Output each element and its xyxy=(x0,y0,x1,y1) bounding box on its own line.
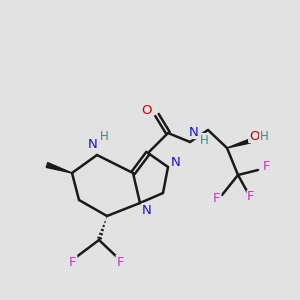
Text: F: F xyxy=(247,190,255,203)
Text: N: N xyxy=(171,155,181,169)
Text: O: O xyxy=(249,130,259,142)
Text: N: N xyxy=(88,139,98,152)
Text: N: N xyxy=(142,203,152,217)
Text: H: H xyxy=(260,130,268,142)
Polygon shape xyxy=(46,163,72,173)
Polygon shape xyxy=(227,139,250,148)
Text: H: H xyxy=(100,130,108,143)
Text: N: N xyxy=(189,125,199,139)
Text: O: O xyxy=(142,103,152,116)
Text: F: F xyxy=(213,193,221,206)
Text: F: F xyxy=(69,256,77,268)
Text: H: H xyxy=(200,134,208,146)
Text: F: F xyxy=(116,256,124,268)
Text: F: F xyxy=(262,160,270,173)
